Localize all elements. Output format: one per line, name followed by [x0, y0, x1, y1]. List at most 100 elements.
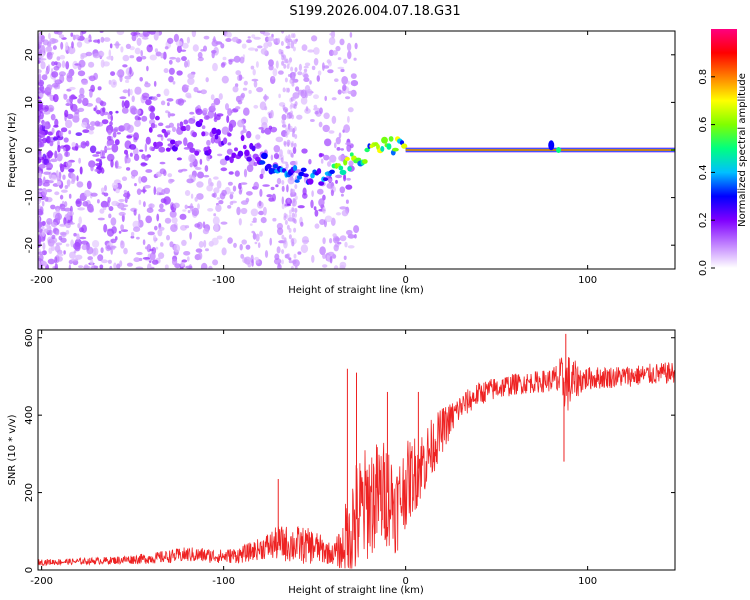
noise-blob	[317, 188, 324, 195]
noise-blob	[145, 136, 151, 145]
colorbar: 0.0 0.2 0.4 0.6 0.8 Normalized spectral ampl…	[698, 29, 748, 276]
noise-blob	[92, 53, 101, 59]
noise-blob	[281, 55, 285, 61]
noise-blob	[201, 125, 206, 130]
noise-blob	[81, 121, 88, 128]
noise-blob	[101, 119, 109, 125]
noise-blob	[210, 94, 215, 101]
noise-blob	[79, 236, 87, 240]
noise-blob	[212, 259, 219, 266]
noise-blob	[243, 80, 248, 86]
noise-blob	[324, 138, 332, 147]
noise-blob	[140, 162, 147, 167]
noise-blob	[65, 41, 69, 51]
noise-blob	[213, 117, 218, 123]
noise-blob	[38, 33, 42, 37]
noise-blob	[295, 86, 300, 92]
noise-blob	[292, 188, 296, 194]
noise-blob	[303, 65, 309, 69]
noise-blob	[118, 199, 125, 202]
noise-blob	[149, 54, 157, 61]
noise-blob	[46, 162, 53, 170]
ridge-blob	[386, 143, 392, 150]
noise-blob	[337, 57, 342, 61]
noise-blob	[332, 233, 337, 238]
noise-blob	[41, 237, 45, 242]
noise-blob	[302, 187, 307, 196]
noise-blob	[240, 253, 245, 259]
noise-blob	[85, 140, 90, 147]
noise-blob	[74, 34, 80, 40]
ridge-blob	[185, 124, 191, 131]
noise-blob	[294, 101, 298, 107]
noise-blob	[148, 203, 155, 209]
noise-blob	[200, 262, 208, 269]
noise-blob	[134, 183, 137, 187]
noise-blob	[120, 46, 124, 53]
ridge-blob	[194, 150, 200, 156]
noise-blob	[263, 42, 269, 49]
noise-blob	[70, 180, 75, 184]
noise-blob	[74, 109, 80, 115]
noise-blob	[155, 246, 159, 250]
noise-blob	[281, 31, 285, 34]
noise-blob	[38, 188, 43, 191]
ridge-blob	[388, 136, 394, 142]
noise-blob	[322, 124, 330, 133]
noise-blob	[348, 160, 354, 167]
ridge-blob	[224, 155, 230, 161]
noise-blob	[52, 94, 59, 103]
ridge-blob	[246, 156, 252, 162]
ridge-blob	[180, 125, 187, 132]
noise-blob	[220, 43, 225, 49]
noise-blob	[38, 116, 41, 125]
noise-blob	[322, 264, 328, 268]
noise-blob	[281, 185, 285, 192]
noise-blob	[59, 54, 66, 60]
ridge-blob	[192, 131, 197, 138]
noise-blob	[93, 247, 99, 256]
noise-blob	[285, 38, 289, 44]
ridge-blob	[323, 177, 329, 182]
carrier-band	[405, 149, 675, 151]
noise-blob	[76, 233, 80, 241]
noise-blob	[328, 130, 335, 134]
noise-blob	[54, 79, 63, 85]
y-tick-label: 200	[24, 483, 35, 502]
noise-blob	[184, 60, 188, 68]
noise-blob	[125, 157, 131, 164]
noise-blob	[257, 242, 261, 249]
noise-blob	[248, 89, 252, 94]
noise-blob	[103, 37, 111, 42]
noise-blob	[54, 191, 60, 196]
noise-blob	[38, 158, 42, 164]
noise-blob	[110, 238, 117, 244]
noise-blob	[89, 125, 95, 131]
noise-blob	[343, 58, 348, 64]
noise-blob	[317, 70, 322, 76]
noise-blob	[116, 31, 125, 36]
ridge-blob	[329, 169, 335, 174]
noise-blob	[270, 186, 275, 191]
noise-blob	[151, 96, 158, 101]
noise-blob	[300, 97, 308, 105]
noise-blob	[206, 185, 213, 192]
noise-blob	[226, 148, 233, 155]
noise-blob	[264, 250, 269, 258]
noise-blob	[116, 263, 121, 269]
noise-blob	[84, 189, 91, 197]
noise-blob	[160, 52, 164, 59]
noise-blob	[290, 153, 294, 158]
noise-blob	[281, 118, 285, 124]
noise-blob	[290, 102, 294, 108]
ridge-blob	[148, 126, 153, 133]
noise-blob	[228, 59, 233, 65]
noise-blob	[126, 167, 131, 171]
noise-blob	[48, 247, 53, 255]
noise-blob	[313, 47, 320, 55]
noise-blob	[185, 92, 192, 98]
noise-blob	[291, 201, 295, 207]
noise-blob	[118, 211, 126, 216]
noise-blob	[291, 81, 295, 87]
noise-blob	[203, 35, 210, 40]
